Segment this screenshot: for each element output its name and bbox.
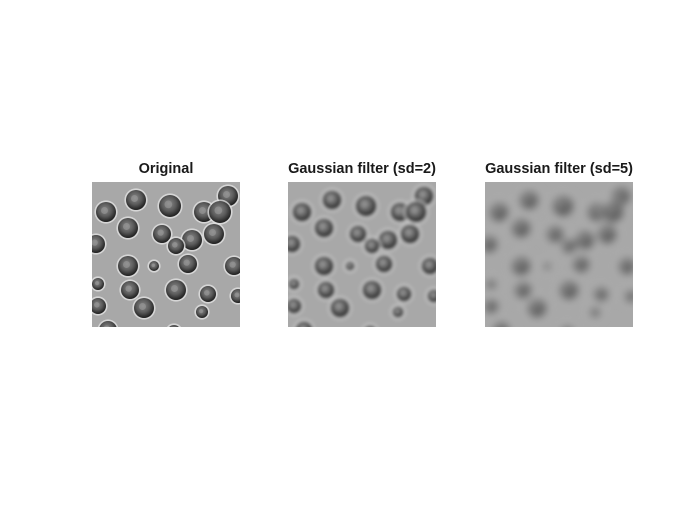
panel-title: Gaussian filter (sd=2): [288, 161, 436, 177]
panel-gaussian-sd2: Gaussian filter (sd=2): [288, 158, 436, 327]
panel-title: Gaussian filter (sd=5): [485, 161, 633, 177]
cell-image-gaussian-sd2: [288, 182, 436, 327]
cell-image-original: [92, 182, 240, 327]
panel-gaussian-sd5: Gaussian filter (sd=5): [485, 158, 633, 327]
cell-image-gaussian-sd5: [485, 182, 633, 327]
panel-title: Original: [138, 161, 194, 177]
panel-original: Original: [92, 158, 240, 327]
